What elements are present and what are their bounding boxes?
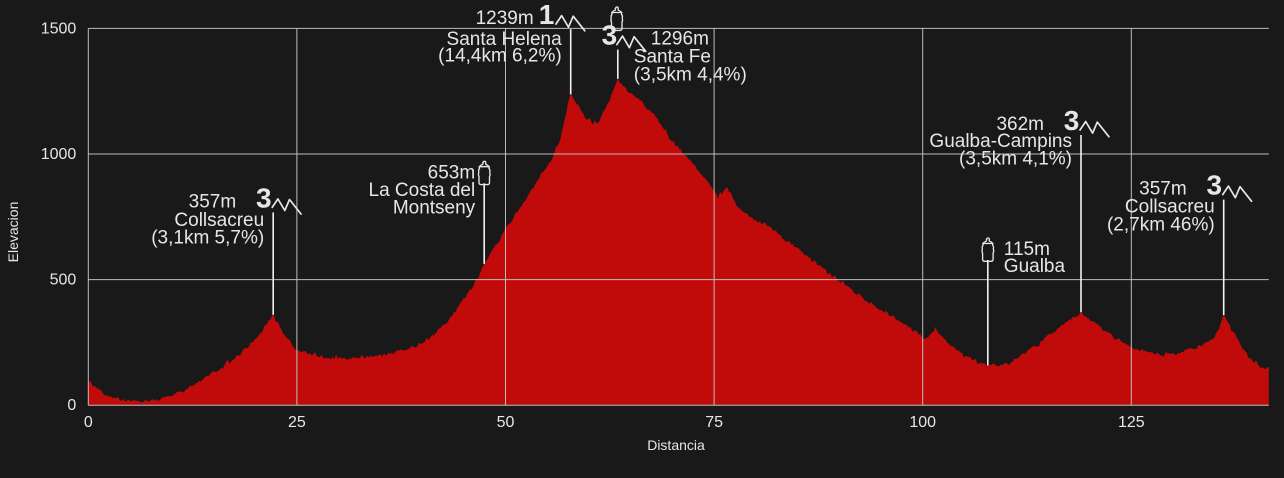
svg-text:(14,4km 6,2%): (14,4km 6,2%) [438,46,562,67]
svg-text:50: 50 [497,414,515,431]
svg-text:3: 3 [602,20,618,51]
svg-text:3: 3 [256,182,272,213]
svg-text:1000: 1000 [41,146,77,163]
svg-text:1: 1 [539,0,555,30]
svg-text:0: 0 [67,397,76,414]
svg-text:Distancia: Distancia [647,437,705,453]
svg-text:500: 500 [50,272,77,289]
svg-text:0: 0 [84,414,93,431]
svg-text:(3,5km 4,4%): (3,5km 4,4%) [634,65,747,86]
svg-text:75: 75 [705,414,723,431]
svg-text:Montseny: Montseny [393,198,476,219]
svg-text:1500: 1500 [41,20,77,37]
svg-text:3: 3 [1064,105,1080,136]
svg-text:100: 100 [909,414,936,431]
svg-text:25: 25 [288,414,306,431]
svg-text:Elevacion: Elevacion [5,202,21,263]
svg-text:(3,5km 4,1%): (3,5km 4,1%) [959,148,1072,169]
svg-text:125: 125 [1118,414,1145,431]
svg-text:1239m: 1239m [476,8,534,29]
svg-text:(2,7km 46%): (2,7km 46%) [1107,215,1215,236]
svg-text:Gualba: Gualba [1004,256,1066,277]
svg-text:3: 3 [1207,170,1223,201]
svg-text:(3,1km 5,7%): (3,1km 5,7%) [151,228,264,249]
